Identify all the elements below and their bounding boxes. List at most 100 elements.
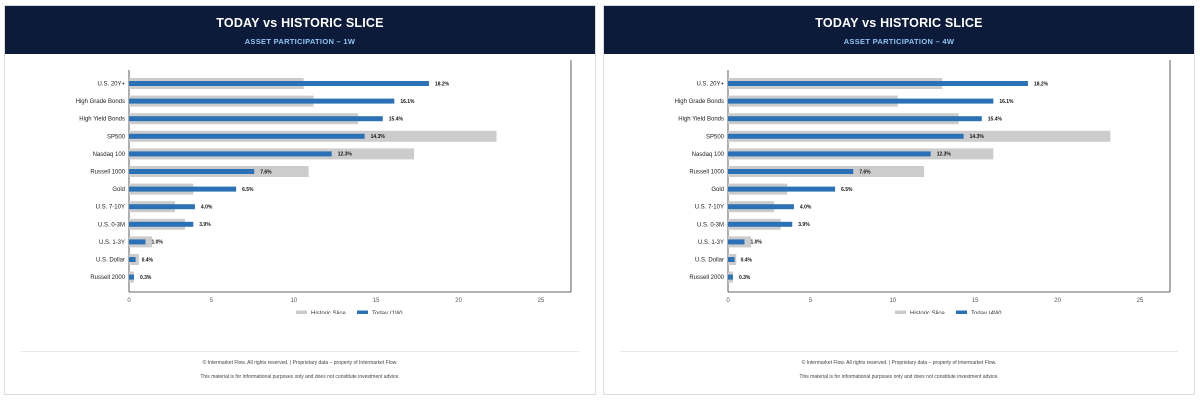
- data-label-u-s-dollar: 0.4%: [142, 257, 154, 263]
- category-label-high-yield-bonds: High Yield Bonds: [79, 117, 125, 123]
- legend-label-today: Today (1W): [372, 311, 403, 314]
- x-tick-label: 25: [1137, 298, 1144, 304]
- bar-today-u-s-1-3y: [728, 239, 745, 245]
- category-label-gold: Gold: [112, 187, 125, 193]
- bar-today-gold: [129, 186, 237, 192]
- bar-today-u-s-7-10y: [728, 204, 794, 210]
- category-label-u-s-0-3m: U.S. 0-3M: [98, 222, 125, 228]
- legend-swatch-historic: [895, 310, 906, 314]
- data-label-russell-2000: 0.3%: [140, 275, 152, 281]
- chart-title: TODAY vs HISTORIC SLICE: [216, 16, 384, 30]
- category-label-u-s-7-10y: U.S. 7-10Y: [96, 205, 125, 211]
- x-tick-label: 20: [1054, 298, 1061, 304]
- bar-today-u-s-7-10y: [129, 204, 195, 210]
- data-label-gold: 6.5%: [841, 187, 853, 193]
- category-label-nasdaq-100: Nasdaq 100: [93, 152, 126, 158]
- x-tick-label: 25: [538, 298, 545, 304]
- x-tick-label: 10: [889, 298, 896, 304]
- category-label-sp500: SP500: [706, 134, 725, 140]
- legend-label-today: Today (4W): [971, 311, 1002, 314]
- footer-disclaimer: This material is for informational purpo…: [799, 374, 999, 380]
- bar-today-high-yield-bonds: [728, 116, 982, 122]
- data-label-russell-2000: 0.3%: [739, 275, 751, 281]
- bar-today-sp500: [728, 133, 964, 139]
- legend-swatch-historic: [296, 310, 307, 314]
- data-label-sp500: 14.3%: [970, 134, 985, 140]
- category-label-russell-2000: Russell 2000: [90, 275, 125, 281]
- data-label-russell-1000: 7.6%: [859, 169, 871, 175]
- x-tick-label: 15: [972, 298, 979, 304]
- chart-panel-1w: TODAY vs HISTORIC SLICE ASSET PARTICIPAT…: [4, 5, 596, 395]
- category-label-u-s-1-3y: U.S. 1-3Y: [99, 240, 125, 246]
- bar-today-u-s-1-3y: [129, 239, 146, 245]
- bar-today-high-yield-bonds: [129, 116, 383, 122]
- category-label-high-grade-bonds: High Grade Bonds: [76, 99, 125, 105]
- legend-swatch-today: [956, 310, 967, 314]
- category-label-u-s-dollar: U.S. Dollar: [96, 258, 125, 264]
- data-label-u-s-7-10y: 4.0%: [800, 205, 812, 211]
- data-label-high-yield-bonds: 15.4%: [988, 117, 1003, 123]
- footer-disclaimer: This material is for informational purpo…: [200, 374, 400, 380]
- data-label-u-s-dollar: 0.4%: [741, 257, 753, 263]
- bar-today-u-s-20y: [728, 81, 1028, 86]
- footer-copyright: © Intermarket Flow. All rights reserved.…: [202, 360, 398, 366]
- x-tick-label: 15: [373, 298, 380, 304]
- data-label-u-s-7-10y: 4.0%: [201, 205, 213, 211]
- bar-today-u-s-0-3m: [129, 221, 194, 227]
- category-label-sp500: SP500: [107, 134, 126, 140]
- bar-today-u-s-dollar: [129, 257, 136, 262]
- chart-title: TODAY vs HISTORIC SLICE: [815, 16, 983, 30]
- bar-today-russell-2000: [129, 274, 134, 280]
- x-tick-label: 20: [455, 298, 462, 304]
- category-label-u-s-20y: U.S. 20Y+: [696, 82, 724, 88]
- x-tick-label: 5: [809, 298, 813, 304]
- panel-header: TODAY vs HISTORIC SLICE ASSET PARTICIPAT…: [5, 6, 595, 54]
- x-tick-label: 0: [127, 298, 131, 304]
- x-tick-label: 5: [210, 298, 214, 304]
- data-label-u-s-1-3y: 1.0%: [151, 240, 163, 246]
- category-label-u-s-1-3y: U.S. 1-3Y: [698, 240, 724, 246]
- bar-chart-1w: 0 5 10 15 20 25 U.S. 20Y+ 18.2% High Grade Bonds…: [76, 60, 572, 314]
- legend-swatch-today: [357, 310, 368, 314]
- bar-today-nasdaq-100: [728, 151, 931, 157]
- footer-copyright: © Intermarket Flow. All rights reserved.…: [801, 360, 997, 366]
- x-tick-label: 10: [290, 298, 297, 304]
- bar-chart-4w: 0 5 10 15 20 25 U.S. 20Y+ 18.2% High Grade Bonds…: [675, 60, 1171, 314]
- x-tick-label: 0: [726, 298, 730, 304]
- category-label-nasdaq-100: Nasdaq 100: [692, 152, 725, 158]
- bar-today-russell-1000: [129, 169, 255, 174]
- data-label-u-s-1-3y: 1.0%: [750, 240, 762, 246]
- category-label-gold: Gold: [711, 187, 724, 193]
- data-label-nasdaq-100: 12.3%: [338, 152, 353, 158]
- data-label-nasdaq-100: 12.3%: [937, 152, 952, 158]
- bar-today-sp500: [129, 133, 365, 139]
- data-label-sp500: 14.3%: [371, 134, 386, 140]
- bar-today-nasdaq-100: [129, 151, 332, 157]
- panel-header: TODAY vs HISTORIC SLICE ASSET PARTICIPAT…: [604, 6, 1194, 54]
- bar-today-russell-1000: [728, 169, 854, 174]
- data-label-u-s-0-3m: 3.9%: [199, 222, 211, 228]
- data-label-u-s-20y: 18.2%: [1034, 81, 1049, 87]
- bar-today-u-s-0-3m: [728, 221, 793, 227]
- data-label-u-s-20y: 18.2%: [435, 81, 450, 87]
- bar-today-russell-2000: [728, 274, 733, 280]
- category-label-u-s-20y: U.S. 20Y+: [97, 82, 125, 88]
- bar-today-gold: [728, 186, 836, 192]
- bar-today-high-grade-bonds: [728, 98, 994, 104]
- data-label-high-grade-bonds: 16.1%: [999, 99, 1014, 105]
- footer-divider: [620, 351, 1178, 352]
- category-label-u-s-dollar: U.S. Dollar: [695, 258, 724, 264]
- category-label-u-s-7-10y: U.S. 7-10Y: [695, 205, 724, 211]
- chart-subtitle: ASSET PARTICIPATION – 1W: [244, 37, 356, 46]
- data-label-high-yield-bonds: 15.4%: [389, 117, 404, 123]
- bar-today-u-s-20y: [129, 81, 429, 86]
- category-label-high-grade-bonds: High Grade Bonds: [675, 99, 724, 105]
- category-label-russell-1000: Russell 1000: [90, 170, 125, 176]
- category-label-u-s-0-3m: U.S. 0-3M: [697, 222, 724, 228]
- data-label-russell-1000: 7.6%: [260, 169, 272, 175]
- category-label-high-yield-bonds: High Yield Bonds: [678, 117, 724, 123]
- legend-label-historic: Historic Slice: [910, 311, 945, 314]
- data-label-high-grade-bonds: 16.1%: [400, 99, 415, 105]
- category-label-russell-1000: Russell 1000: [689, 170, 724, 176]
- legend-label-historic: Historic Slice: [311, 311, 346, 314]
